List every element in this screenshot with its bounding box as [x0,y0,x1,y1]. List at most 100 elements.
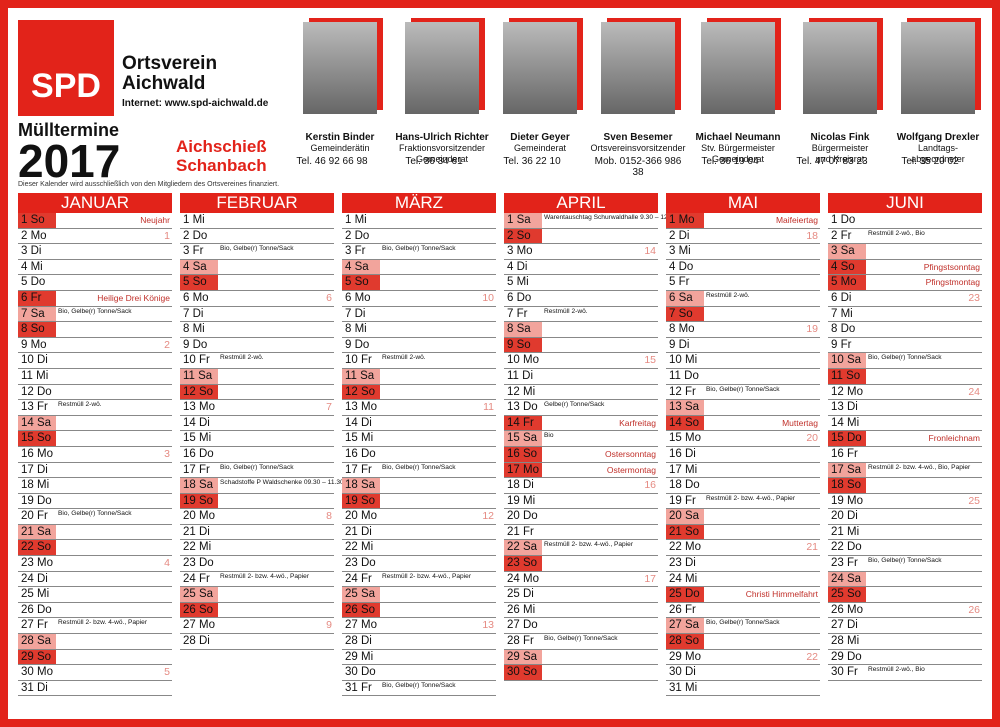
day-row: 16 Fr [828,447,982,463]
day: 29 Sa [504,649,542,665]
day: 22 Sa [504,540,542,556]
day-row: 4 Mi [18,260,172,276]
location: Schanbach [176,156,267,175]
holiday: Christi Himmelfahrt [745,589,818,600]
person-role: Gemeinderat [513,143,567,153]
note: Restmüll 2-wö. [58,401,102,409]
day: 23 Di [669,557,696,570]
day: 2 Mo [21,229,47,242]
day-row: 29 Do [828,650,982,666]
week-number: 15 [644,354,656,367]
day-row: 14 Sa [18,415,172,432]
day: 11 Mi [21,369,49,382]
photo [503,22,577,114]
person-role: Gemeinderätin [310,143,370,153]
person: Wolfgang Drexler Landtags-abgeordneter [888,22,988,165]
day-row: 29 Mo 22 [666,650,820,666]
day-row: 29 Sa [504,649,658,666]
day: 17 Di [21,463,48,476]
day: 2 Fr [831,229,852,242]
day-row: 5 Do [18,275,172,291]
day-row: 17 Mo Ostermontag [504,462,658,479]
day-row: 5 So [180,275,334,291]
day-row: 25 Sa [180,587,334,603]
day-row: 23 So [504,556,658,572]
note: Restmüll 2-wö. [220,354,264,362]
day: 7 Mi [831,307,853,320]
day-row: 7 Fr Restmüll 2-wö. [504,307,658,323]
day-row: 14 Di [180,416,334,432]
locations: Aichschieß Schanbach [176,137,267,175]
day-row: 30 Do [342,665,496,681]
day-row: 26 Mo 26 [828,603,982,619]
week-number: 1 [164,229,170,242]
day: 21 Di [345,525,372,538]
day: 16 Di [669,447,696,460]
subtitle: Mülltermine [18,120,120,140]
day: 9 So [504,337,542,353]
day: 27 Fr [21,619,48,632]
day-row: 10 Di [18,353,172,369]
day-row: 4 Do [666,260,820,276]
day-row: 16 Do [342,447,496,463]
day: 25 Sa [342,587,380,602]
week-number: 19 [806,323,818,336]
day: 28 So [666,634,704,649]
day-row: 31 Mi [666,681,820,697]
day-row: 18 Do [666,478,820,494]
day: 27 Di [831,619,858,632]
day-row: 24 Fr Restmüll 2- bzw. 4-wö., Papier [180,572,334,588]
day: 16 Do [183,447,214,460]
day: 4 Di [507,260,528,273]
day: 21 So [666,524,704,540]
day: 26 Fr [669,603,696,616]
day-row: 22 So [18,540,172,557]
day: 15 Mi [345,432,374,445]
day-row: 29 Mi [342,650,496,666]
person: Hans-Ulrich Richter Fraktionsvorsitzender… [392,22,492,165]
day-row: 23 Fr Bio, Gelbe(r) Tonne/Sack [828,556,982,572]
day: 23 Do [345,557,376,570]
week-number: 2 [164,338,170,351]
person-tel: Tel. 36 19 04 [701,156,759,167]
day-row: 6 Mo 10 [342,291,496,307]
day-row: 9 Mo 2 [18,338,172,354]
day-row: 10 Fr Restmüll 2-wö. [342,353,496,369]
day-row: 28 Di [180,634,334,650]
day-row: 28 Mi [828,634,982,650]
holiday: Ostermontag [606,464,656,475]
day-row: 14 Mi [828,416,982,432]
day: 7 Di [183,307,204,320]
person-tel: Tel. 35 20 02 [901,156,959,167]
day-row: 8 Sa [504,322,658,338]
month-name: FEBRUAR [180,193,334,213]
day: 3 Mo [507,245,533,258]
day: 14 Sa [18,415,56,431]
day: 2 So [504,228,542,244]
day: 17 Mi [669,463,698,476]
day-row: 1 Sa Warentauschtag Schurwaldhalle 9.30 –… [504,213,689,229]
week-number: 9 [326,619,332,632]
note: Restmüll 2-wö., Bio [868,666,925,674]
day-row: 7 Sa Bio, Gelbe(r) Tonne/Sack [18,306,172,323]
day: 21 Sa [18,524,56,540]
day-row: 4 So Pfingstsonntag [828,259,982,276]
day: 25 Do [666,587,704,602]
day: 26 So [342,602,380,618]
day-row: 29 So [18,649,172,666]
holiday: Pfingstmontag [925,277,980,288]
day: 28 Sa [18,634,56,649]
note: Bio, Gelbe(r) Tonne/Sack [382,463,456,471]
day: 11 Sa [342,368,380,384]
person-name: Dieter Geyer [510,132,570,143]
week-number: 22 [806,650,818,663]
day-row: 1 So Neujahr [18,213,172,229]
day: 10 Mi [669,354,698,367]
location: Aichschieß [176,137,267,156]
day-row: 12 So [342,384,496,401]
day-row: 4 Sa [180,259,334,276]
day: 18 Di [507,479,534,492]
day-row: 18 Sa [342,478,496,494]
day: 23 Fr [831,557,858,570]
day: 7 So [666,306,704,322]
